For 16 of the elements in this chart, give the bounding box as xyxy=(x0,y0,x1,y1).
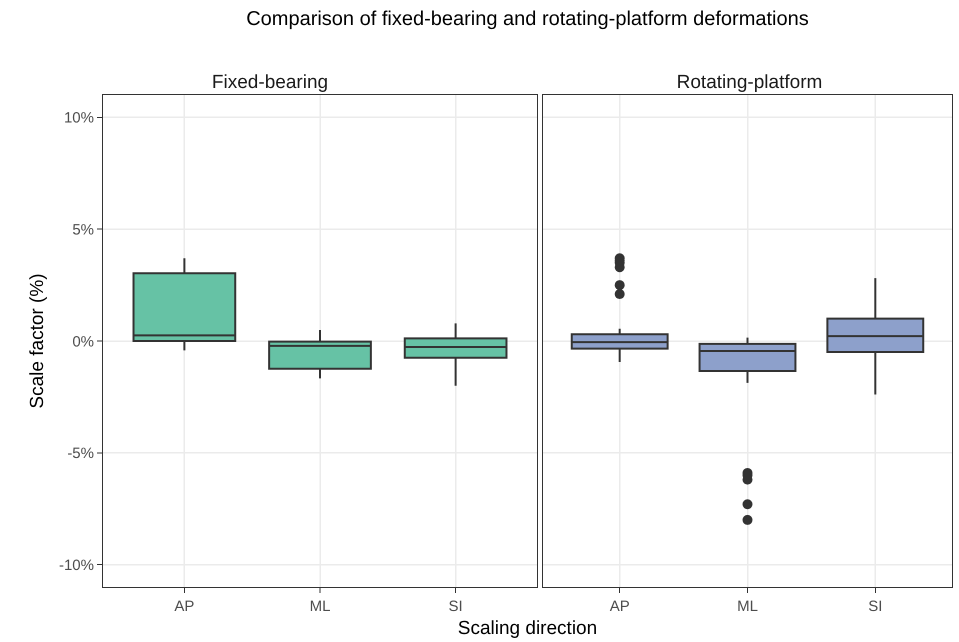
x-tick-label: ML xyxy=(310,598,330,615)
y-axis-title: Scale factor (%) xyxy=(26,273,48,409)
chart-subtitle: Fixed-bearing xyxy=(212,72,328,93)
y-tick-label: -5% xyxy=(67,445,94,462)
x-tick-label: SI xyxy=(868,598,882,615)
chart-title: Comparison of fixed-bearing and rotating-platform deformations xyxy=(245,8,810,31)
x-axis-title: Scaling direction xyxy=(456,618,598,640)
x-tick-label: ML xyxy=(737,598,758,615)
x-tick-label: AP xyxy=(174,598,194,615)
y-tick-label: 5% xyxy=(72,221,94,238)
y-tick-label: -10% xyxy=(58,556,94,574)
y-tick-label: 0% xyxy=(72,333,94,350)
x-tick-label: AP xyxy=(610,598,630,615)
chart-subtitle: Rotating-platform xyxy=(676,72,822,93)
y-tick-label: 10% xyxy=(64,110,94,127)
x-tick-label: SI xyxy=(448,598,463,615)
